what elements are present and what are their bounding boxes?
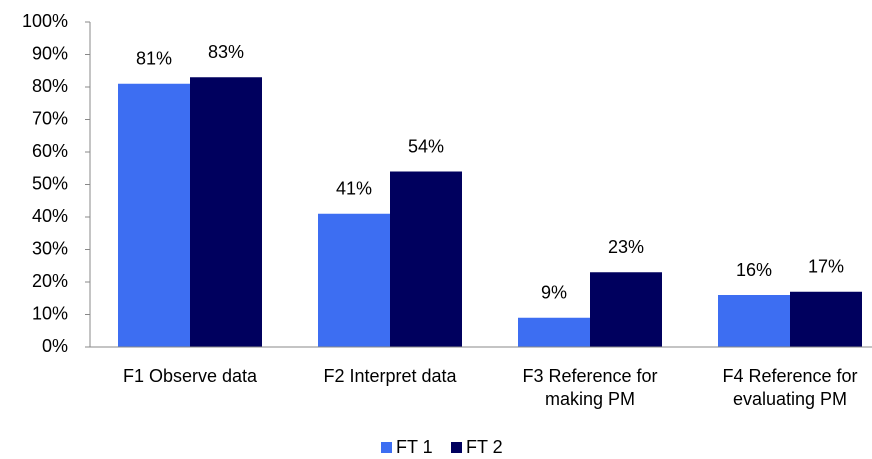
x-tick-label: F1 Observe data xyxy=(122,366,258,386)
y-tick-label: 100% xyxy=(22,11,68,31)
bar xyxy=(390,171,462,347)
bar xyxy=(190,77,262,347)
x-tick-label: F3 Reference for making PM xyxy=(522,366,658,409)
bar xyxy=(590,272,662,347)
value-label: 9% xyxy=(541,283,567,303)
value-label: 17% xyxy=(808,257,844,277)
y-tick-label: 50% xyxy=(32,173,68,193)
y-tick-label: 90% xyxy=(32,43,68,63)
y-tick-label: 10% xyxy=(32,303,68,323)
value-label: 41% xyxy=(336,179,372,199)
y-tick-label: 30% xyxy=(32,238,68,258)
legend-label: FT 2 xyxy=(466,437,503,457)
y-tick-label: 40% xyxy=(32,206,68,226)
legend-label: FT 1 xyxy=(396,437,433,457)
bar xyxy=(318,213,390,347)
y-tick-label: 0% xyxy=(42,336,68,356)
value-label: 23% xyxy=(608,237,644,257)
legend-swatch xyxy=(381,442,392,453)
y-tick-label: 60% xyxy=(32,141,68,161)
legend-swatch xyxy=(451,442,462,453)
x-tick-label: F2 Interpret data xyxy=(323,366,457,386)
bar xyxy=(790,291,862,347)
bar xyxy=(718,295,790,347)
y-tick-label: 80% xyxy=(32,76,68,96)
value-label: 16% xyxy=(736,260,772,280)
value-label: 83% xyxy=(208,42,244,62)
y-tick-label: 70% xyxy=(32,108,68,128)
value-label: 81% xyxy=(136,49,172,69)
y-tick-label: 20% xyxy=(32,271,68,291)
bar xyxy=(518,317,590,347)
value-label: 54% xyxy=(408,136,444,156)
bar xyxy=(118,83,190,347)
x-tick-label: F4 Reference for evaluating PM xyxy=(722,366,858,409)
